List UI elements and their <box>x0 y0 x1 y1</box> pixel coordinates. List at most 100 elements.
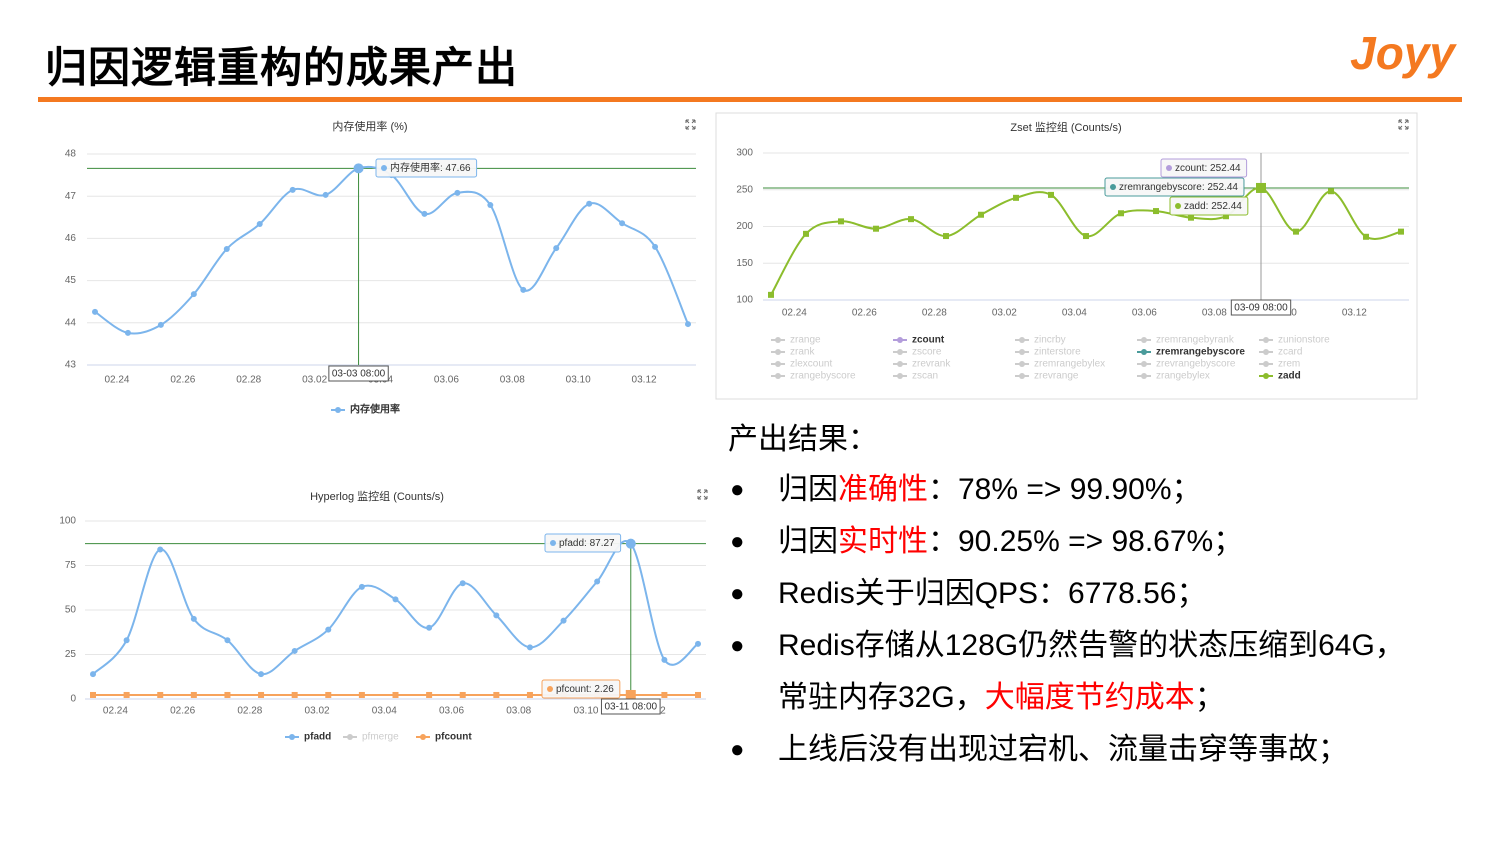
x-tick-label: 02.24 <box>103 706 128 717</box>
legend-label: zrevrange <box>1034 371 1079 382</box>
legend-symbol <box>1019 361 1025 367</box>
expand-icon <box>685 119 696 130</box>
result-item: Redis存储从128G仍然告警的状态压缩到64G，常驻内存32G，大幅度节约成… <box>728 620 1428 724</box>
tooltip-box <box>541 679 621 699</box>
data-point <box>325 691 332 698</box>
data-point <box>223 245 230 252</box>
data-point <box>123 691 130 698</box>
data-point <box>392 596 399 603</box>
x-tick-label: 03.02 <box>992 308 1017 319</box>
data-point <box>421 210 428 217</box>
legend-symbol <box>897 373 903 379</box>
data-point <box>695 640 701 647</box>
y-tick-label: 25 <box>65 649 77 660</box>
tooltip-box <box>1104 177 1245 197</box>
x-tick-label: 03.04 <box>1062 308 1087 319</box>
legend-symbol <box>1141 337 1147 343</box>
tooltip-box <box>544 533 622 553</box>
legend-symbol <box>897 337 903 343</box>
tooltip-x-box <box>1230 299 1292 316</box>
tooltip-x-label: 03-09 08:00 <box>1234 303 1288 314</box>
x-tick-label: 03.08 <box>1202 308 1227 319</box>
result-text: 归因 <box>778 473 838 506</box>
data-point <box>768 291 774 298</box>
legend-symbol <box>775 349 781 355</box>
result-item: Redis关于归因QPS：6778.56； <box>728 568 1428 620</box>
data-point <box>685 321 691 328</box>
legend-symbol <box>1141 349 1147 355</box>
legend-label: zcard <box>1278 347 1302 358</box>
tooltip-box <box>375 158 478 178</box>
result-text: Redis存储从128G仍然告警的状态压缩到64G，常驻内存32G， <box>778 629 1405 714</box>
data-point <box>625 689 636 700</box>
legend-label: pfadd <box>304 732 331 743</box>
legend-label: zrank <box>790 347 815 358</box>
y-tick-label: 43 <box>65 360 77 371</box>
result-text: ； <box>1194 681 1225 714</box>
data-point <box>92 308 98 315</box>
legend-symbol <box>1263 373 1269 379</box>
legend-label: zscore <box>912 347 942 358</box>
data-point <box>258 691 265 698</box>
y-tick-label: 45 <box>65 275 77 286</box>
data-point <box>454 189 461 196</box>
data-point <box>157 691 164 698</box>
data-point <box>459 580 466 587</box>
tooltip-x-box <box>600 698 661 715</box>
data-point <box>224 637 231 644</box>
legend-label: zunionstore <box>1278 335 1330 346</box>
data-point <box>1118 210 1124 217</box>
results-heading: 产出结果： <box>728 423 878 456</box>
results: 产出结果： 归因准确性：78% => 99.90%；归因实时性：90.25% =… <box>728 416 1428 776</box>
data-point <box>426 691 433 698</box>
x-tick-label: 03.10 <box>573 706 598 717</box>
data-point <box>1328 188 1334 195</box>
x-tick-label: 03.12 <box>1342 308 1367 319</box>
data-point <box>157 321 164 328</box>
data-point <box>190 691 197 698</box>
data-point <box>1293 228 1299 235</box>
slide-title: 归因逻辑重构的成果产出 <box>45 44 519 91</box>
tooltip-dot <box>381 165 387 171</box>
legend-symbol <box>1263 337 1269 343</box>
result-text: ：78% => 99.90%； <box>928 473 1202 506</box>
legend-label: 内存使用率 <box>350 403 400 416</box>
data-point <box>594 578 601 585</box>
x-tick-label: 03.04 <box>372 706 397 717</box>
x-tick-label: 03.08 <box>506 706 531 717</box>
result-text: 归因 <box>778 525 838 558</box>
x-tick-label: 02.24 <box>782 308 807 319</box>
tooltip-text: zcount: 252.44 <box>1175 163 1241 174</box>
x-tick-label: 03.02 <box>305 706 330 717</box>
data-point <box>526 691 533 698</box>
legend-label: zrem <box>1278 359 1300 370</box>
legend-symbol <box>289 734 295 740</box>
legend-symbol <box>1019 337 1025 343</box>
data-point <box>493 612 500 619</box>
tooltip-dot <box>550 540 556 546</box>
legend-label: pfcount <box>435 732 472 743</box>
x-tick-label: 03.02 <box>302 375 327 386</box>
data-point <box>908 216 914 223</box>
data-point <box>1256 182 1266 193</box>
x-tick-label: 02.24 <box>104 375 129 386</box>
legend-symbol <box>420 734 426 740</box>
y-tick-label: 46 <box>65 233 77 244</box>
data-point <box>353 163 364 174</box>
legend-label: zremrangebyrank <box>1156 335 1235 346</box>
result-text: ：90.25% => 98.67%； <box>928 525 1244 558</box>
legend-label: zlexcount <box>790 359 832 370</box>
x-tick-label: 02.28 <box>922 308 947 319</box>
data-point <box>190 615 197 622</box>
legend-symbol <box>1019 349 1025 355</box>
tooltip-box <box>1160 158 1248 178</box>
result-text: Redis关于归因QPS：6778.56； <box>778 577 1207 610</box>
y-tick-label: 100 <box>736 295 753 306</box>
y-tick-label: 200 <box>736 221 753 232</box>
y-tick-label: 300 <box>736 148 753 159</box>
data-point <box>322 191 329 198</box>
legend-symbol <box>775 361 781 367</box>
tooltip-x-box <box>328 365 389 382</box>
tooltip-text: pfcount: 2.26 <box>556 684 614 695</box>
